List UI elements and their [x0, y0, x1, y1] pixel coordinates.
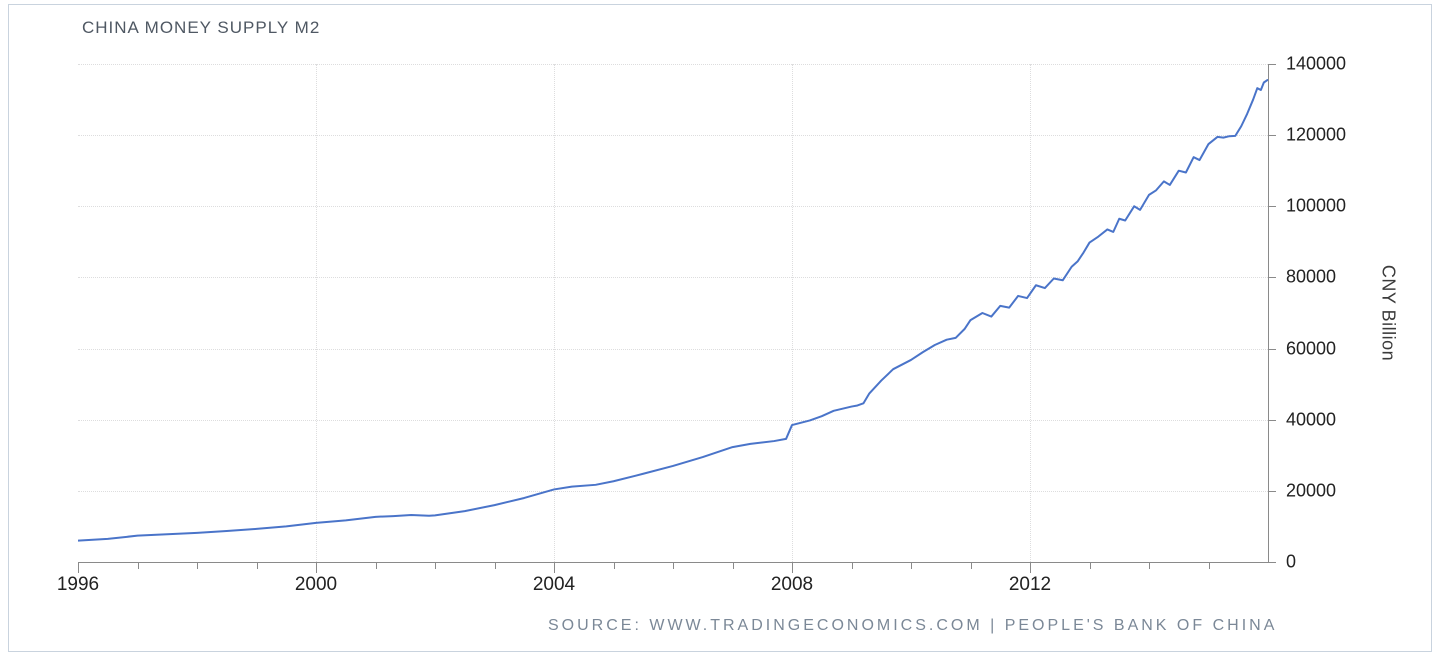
y-tick: [1268, 64, 1276, 65]
y-axis-label: 140000: [1286, 54, 1346, 75]
y-tick: [1268, 420, 1276, 421]
chart-title: CHINA MONEY SUPPLY M2: [82, 18, 320, 38]
x-tick: [554, 563, 555, 573]
x-tick: [792, 563, 793, 573]
x-tick-minor: [673, 563, 674, 569]
x-tick-minor: [138, 563, 139, 569]
source-attribution: SOURCE: WWW.TRADINGECONOMICS.COM | PEOPL…: [548, 617, 1277, 635]
y-axis-label: 80000: [1286, 267, 1336, 288]
x-tick: [316, 563, 317, 573]
x-tick-minor: [257, 563, 258, 569]
x-tick-minor: [495, 563, 496, 569]
y-tick: [1268, 491, 1276, 492]
y-tick: [1268, 206, 1276, 207]
x-tick-minor: [852, 563, 853, 569]
y-axis-label: 100000: [1286, 196, 1346, 217]
x-tick: [1030, 563, 1031, 573]
x-tick-minor: [911, 563, 912, 569]
y-tick: [1268, 562, 1276, 563]
plot-area: [78, 64, 1268, 562]
y-axis: [1268, 64, 1269, 562]
line-series: [78, 64, 1268, 562]
y-axis-label: 120000: [1286, 125, 1346, 146]
y-axis-label: 40000: [1286, 409, 1336, 430]
x-tick-minor: [197, 563, 198, 569]
x-tick-minor: [376, 563, 377, 569]
x-tick-minor: [733, 563, 734, 569]
m2-line: [78, 80, 1267, 541]
x-axis: [78, 562, 1268, 563]
x-axis-label: 2004: [533, 574, 575, 596]
y-axis-label: 0: [1286, 552, 1296, 573]
y-tick: [1268, 277, 1276, 278]
y-axis-label: 20000: [1286, 480, 1336, 501]
y-tick: [1268, 349, 1276, 350]
x-tick-minor: [971, 563, 972, 569]
y-tick: [1268, 135, 1276, 136]
x-axis-label: 2012: [1009, 574, 1051, 596]
x-tick-minor: [1090, 563, 1091, 569]
x-tick-minor: [1149, 563, 1150, 569]
x-tick-minor: [614, 563, 615, 569]
y-axis-label: 60000: [1286, 338, 1336, 359]
x-axis-label: 2000: [295, 574, 337, 596]
y-axis-title: CNY Billion: [1378, 265, 1399, 361]
x-axis-label: 2008: [771, 574, 813, 596]
x-axis-label: 1996: [57, 574, 99, 596]
x-tick-minor: [1209, 563, 1210, 569]
x-tick: [78, 563, 79, 573]
x-tick-minor: [435, 563, 436, 569]
